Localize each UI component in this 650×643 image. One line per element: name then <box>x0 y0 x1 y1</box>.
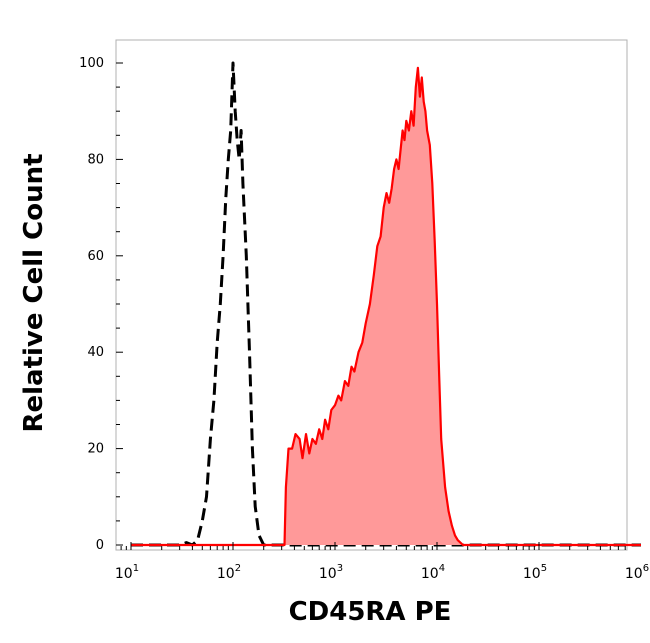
series-0-line <box>131 61 641 547</box>
y-tick-label: 0 <box>96 538 104 553</box>
x-tick-label: 103 <box>319 563 343 582</box>
x-tick-label: 106 <box>625 563 649 582</box>
x-tick-label: 104 <box>421 563 445 582</box>
y-tick-label: 60 <box>87 249 104 264</box>
series-1-area <box>131 67 641 546</box>
y-tick-label: 80 <box>87 152 104 167</box>
x-axis-title: CD45RA PE <box>289 597 452 627</box>
series-1-line <box>131 66 641 547</box>
y-tick-label: 100 <box>79 56 104 71</box>
y-axis-title: Relative Cell Count <box>19 153 49 432</box>
x-tick-label: 102 <box>217 563 241 582</box>
y-tick-label: 20 <box>87 442 104 457</box>
plot-frame <box>115 39 628 551</box>
x-tick-label: 101 <box>115 563 139 582</box>
x-tick-label: 105 <box>523 563 547 582</box>
y-tick-label: 40 <box>87 345 104 360</box>
